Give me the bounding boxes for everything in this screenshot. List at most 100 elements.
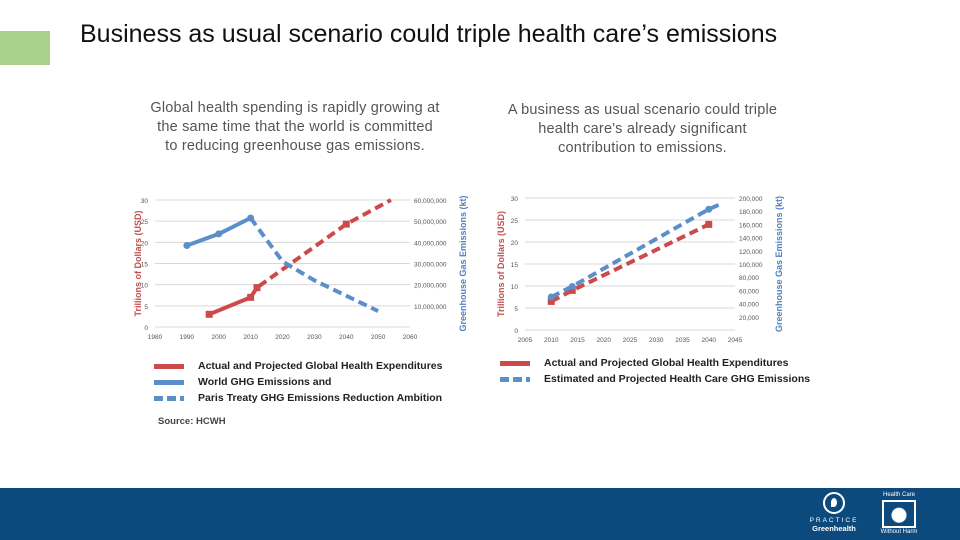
- y2-axis-title: Greenhouse Gas Emissions (kt): [458, 195, 468, 331]
- series-line: [248, 198, 392, 299]
- legend-item: World GHG Emissions and: [154, 374, 442, 390]
- data-point: [183, 242, 191, 250]
- y-tick-label: 25: [511, 218, 519, 225]
- legend-item: Actual and Projected Global Health Expen…: [154, 358, 442, 374]
- legend-item: Actual and Projected Global Health Expen…: [500, 355, 810, 371]
- x-tick-label: 2035: [675, 337, 690, 344]
- legend-label: Actual and Projected Global Health Expen…: [544, 357, 789, 369]
- data-point: [568, 282, 576, 290]
- y-tick-label: 30: [141, 198, 149, 205]
- y2-tick-label: 20,000: [739, 315, 759, 322]
- slide-title: Business as usual scenario could triple …: [80, 20, 778, 48]
- logo-text: Without Harm: [880, 529, 918, 535]
- data-point: [342, 220, 350, 228]
- y-tick-label: 10: [511, 284, 519, 291]
- source-note: Source: HCWH: [158, 416, 226, 427]
- x-tick-label: 1980: [148, 334, 163, 341]
- x-tick-label: 2010: [544, 337, 559, 344]
- y-axis-title: Trillions of Dollars (USD): [496, 211, 506, 317]
- practice-greenhealth-logo: PRACTICE Greenhealth: [803, 492, 865, 533]
- data-point: [705, 205, 713, 213]
- x-tick-label: 2025: [623, 337, 638, 344]
- series-line: [550, 202, 721, 299]
- hcwh-logo: Health Care Without Harm: [876, 492, 922, 535]
- caption-right: A business as usual scenario could tripl…: [507, 102, 778, 156]
- footer-bar: [0, 488, 960, 540]
- y2-tick-label: 50,000,000: [414, 219, 447, 226]
- x-tick-label: 2015: [570, 337, 585, 344]
- x-tick-label: 2050: [371, 334, 386, 341]
- caption-left: Global health spending is rapidly growin…: [150, 100, 440, 154]
- legend-label: Estimated and Projected Health Care GHG …: [544, 373, 811, 385]
- data-point: [215, 230, 223, 238]
- y-tick-label: 0: [144, 325, 148, 332]
- y-axis-title: Trillions of Dollars (USD): [133, 210, 143, 316]
- y-tick-label: 15: [511, 262, 519, 269]
- series-line: [248, 216, 379, 313]
- logo-text: Greenhealth: [812, 524, 856, 533]
- y2-tick-label: 180,000: [739, 209, 763, 216]
- y-tick-label: 30: [511, 196, 519, 203]
- y-tick-label: 20: [141, 240, 149, 247]
- x-tick-label: 2040: [702, 337, 717, 344]
- x-tick-label: 1990: [180, 334, 195, 341]
- data-point: [547, 293, 555, 301]
- y2-tick-label: 60,000: [739, 288, 759, 295]
- series-line: [208, 295, 252, 317]
- y2-tick-label: 200,000: [739, 196, 763, 203]
- legend-label: World GHG Emissions and: [198, 376, 332, 388]
- data-point: [705, 220, 713, 228]
- data-point: [568, 286, 576, 294]
- y2-tick-label: 40,000,000: [414, 240, 447, 247]
- x-tick-label: 2020: [275, 334, 290, 341]
- x-tick-label: 2045: [728, 337, 743, 344]
- globe-icon: [882, 500, 916, 528]
- series-line: [550, 220, 715, 304]
- y2-tick-label: 10,000,000: [414, 304, 447, 311]
- data-point: [547, 297, 555, 305]
- legend-swatch: [154, 363, 184, 369]
- legend-left: Actual and Projected Global Health Expen…: [154, 358, 442, 406]
- y-tick-label: 10: [141, 283, 149, 290]
- legend-item: Paris Treaty GHG Emissions Reduction Amb…: [154, 390, 442, 406]
- legend-swatch: [500, 376, 530, 382]
- y-tick-label: 5: [514, 306, 518, 313]
- y2-tick-label: 20,000,000: [414, 283, 447, 290]
- x-tick-label: 2010: [243, 334, 258, 341]
- y-tick-label: 15: [141, 262, 149, 269]
- legend-label: Paris Treaty GHG Emissions Reduction Amb…: [198, 392, 443, 404]
- x-tick-label: 2030: [649, 337, 664, 344]
- y-tick-label: 5: [144, 304, 148, 311]
- y2-tick-label: 100,000: [739, 262, 763, 269]
- x-tick-label: 2030: [307, 334, 322, 341]
- legend-swatch: [500, 360, 530, 366]
- y2-tick-label: 40,000: [739, 302, 759, 309]
- accent-block: [0, 31, 50, 65]
- y2-tick-label: 120,000: [739, 249, 763, 256]
- legend-label: Actual and Projected Global Health Expen…: [198, 360, 443, 372]
- y-tick-label: 0: [514, 328, 518, 335]
- y-tick-label: 20: [511, 240, 519, 247]
- x-tick-label: 2040: [339, 334, 354, 341]
- data-point: [205, 310, 213, 318]
- logo-text: Health Care: [882, 492, 915, 498]
- chart-global-health-spending: 0 5 10 15 20 25 30 1980 1990 2000 2010 2020 2030 2040…: [133, 195, 468, 341]
- y2-axis-title: Greenhouse Gas Emissions (kt): [774, 196, 784, 332]
- x-tick-label: 2060: [403, 334, 418, 341]
- x-tick-label: 2020: [597, 337, 612, 344]
- y2-tick-label: 80,000: [739, 275, 759, 282]
- data-point: [253, 284, 261, 292]
- legend-item: Estimated and Projected Health Care GHG …: [500, 371, 810, 387]
- leaf-icon: [823, 492, 845, 514]
- y-tick-label: 25: [141, 219, 149, 226]
- logo-text: PRACTICE: [809, 517, 859, 524]
- y2-tick-label: 140,000: [739, 236, 763, 243]
- y2-tick-label: 160,000: [739, 222, 763, 229]
- legend-right: Actual and Projected Global Health Expen…: [500, 355, 810, 387]
- x-tick-label: 2000: [212, 334, 227, 341]
- y2-tick-label: 60,000,000: [414, 198, 447, 205]
- legend-swatch: [154, 379, 184, 385]
- y2-tick-label: 30,000,000: [414, 262, 447, 269]
- legend-swatch: [154, 395, 184, 401]
